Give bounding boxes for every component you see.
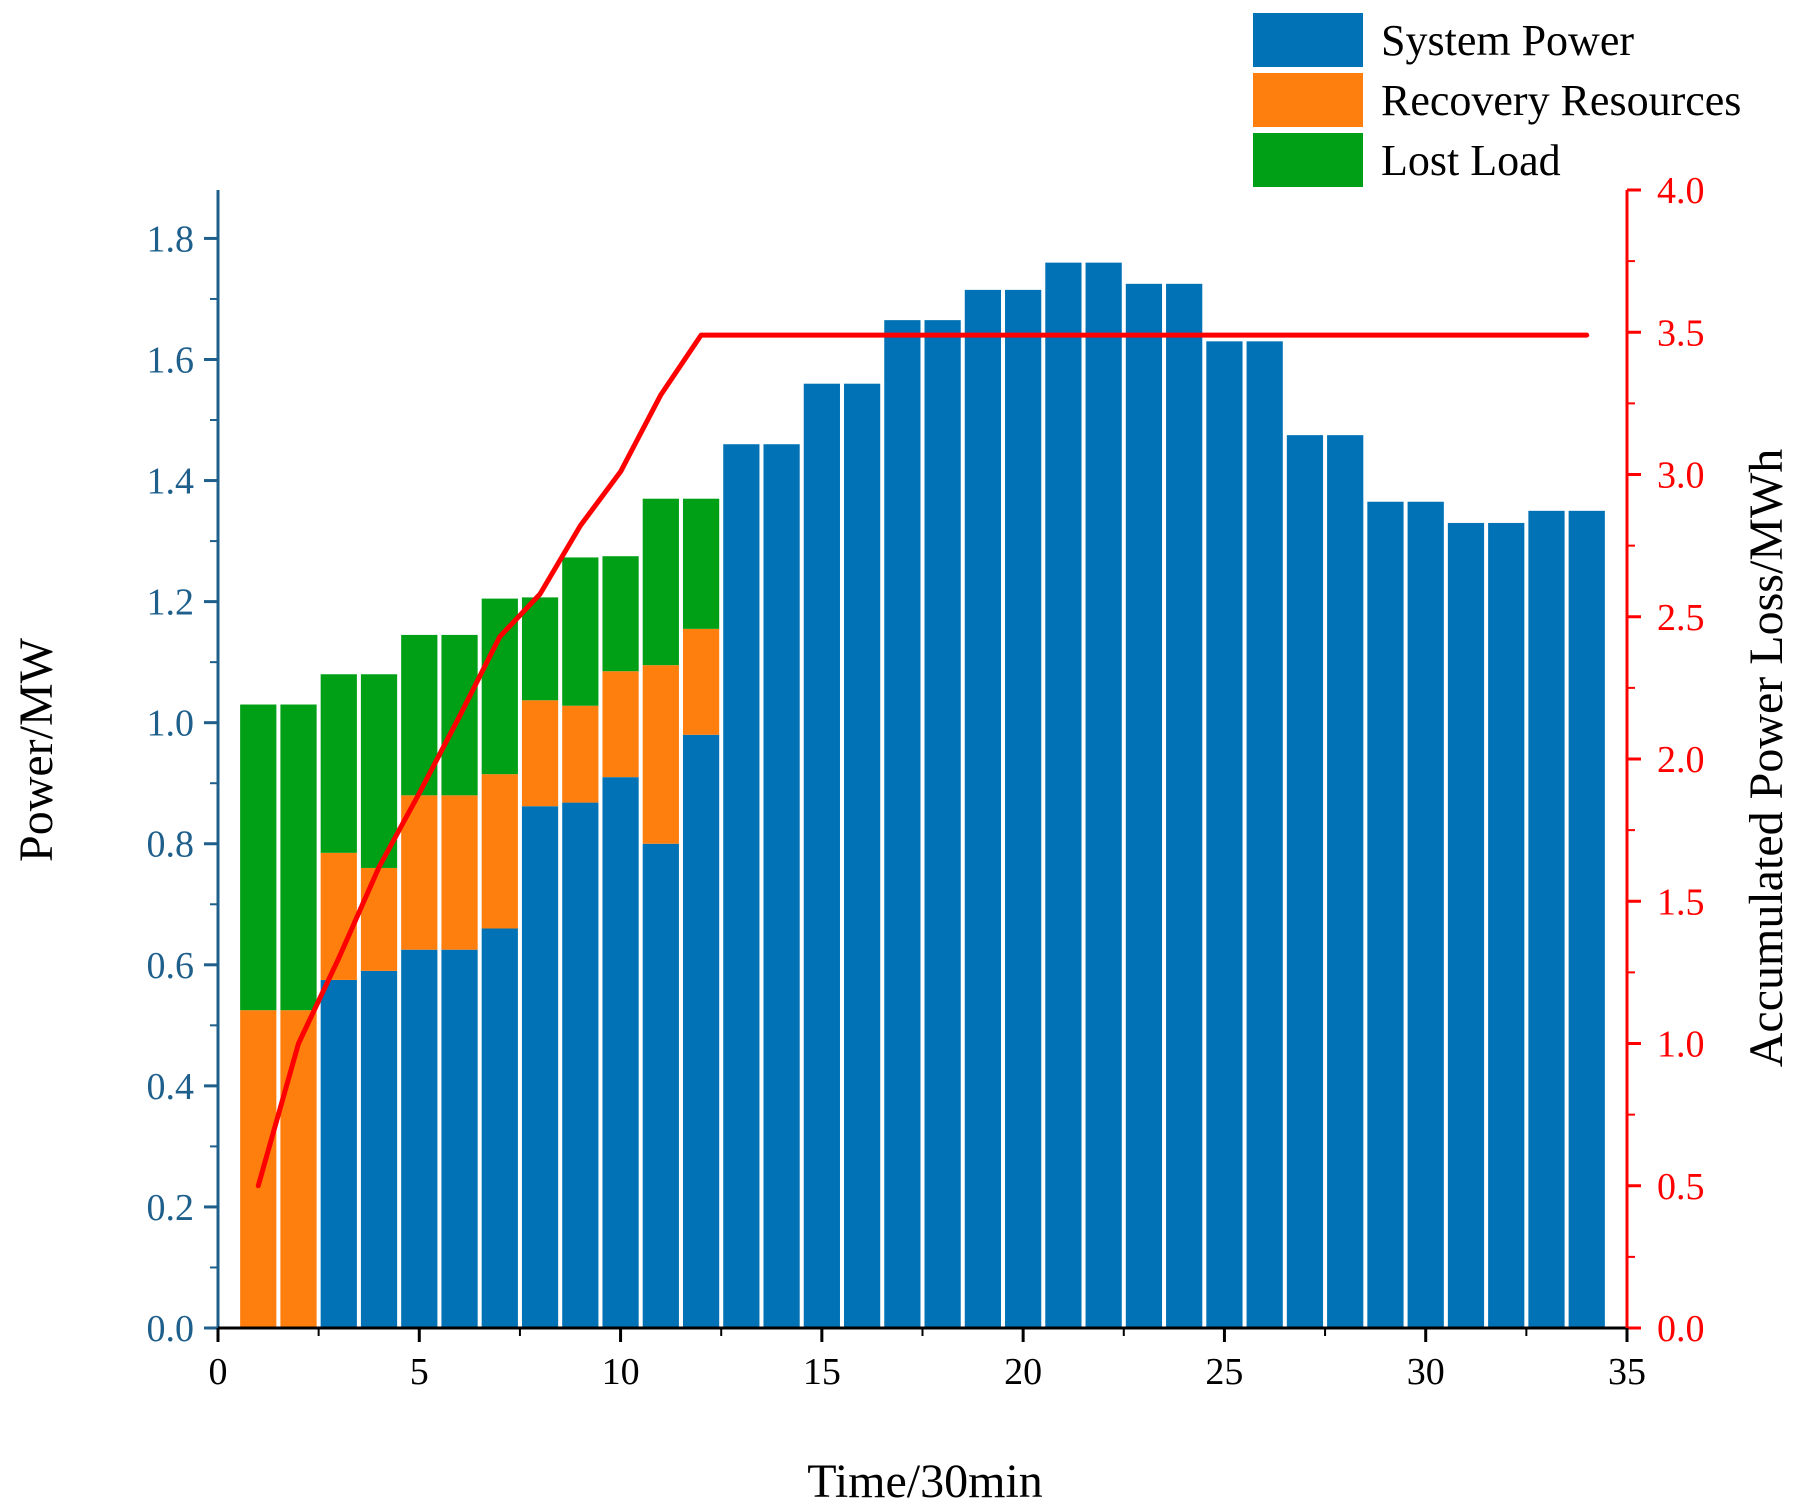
bar-recovery-resources-t2 (280, 1010, 317, 1328)
y2-tick-label: 2.0 (1657, 739, 1705, 781)
bar-lost-load-t1 (240, 704, 277, 1011)
y2-axis-title: Accumulated Power Loss/MWh (1740, 449, 1793, 1068)
bar-system-power-t28 (1327, 435, 1364, 1328)
bar-recovery-resources-t5 (401, 795, 438, 950)
bar-recovery-resources-t6 (441, 795, 478, 950)
bar-system-power-t20 (1005, 289, 1042, 1328)
bar-system-power-t9 (562, 802, 599, 1328)
y2-tick-label: 1.0 (1657, 1024, 1705, 1066)
bar-system-power-t25 (1206, 341, 1243, 1329)
bar-system-power-t18 (924, 320, 961, 1328)
y2-tick-label: 1.5 (1657, 881, 1705, 923)
bar-system-power-t10 (602, 777, 639, 1328)
bar-lost-load-t3 (320, 674, 357, 853)
axes-layer: 0.0 0.2 0.4 0.6 0.8 1.0 1.2 1.4 1.6 1.8 0.0 0.5 1.0 1… (147, 170, 1705, 1393)
bar-lost-load-t8 (521, 597, 559, 701)
bar-system-power-t22 (1085, 262, 1122, 1328)
bar-recovery-resources-t7 (481, 774, 518, 929)
legend-label: Recovery Resources (1381, 76, 1741, 125)
bar-system-power-t23 (1125, 283, 1163, 1328)
y-axis-title: Power/MW (10, 637, 63, 862)
x-tick-label: 20 (1004, 1351, 1042, 1393)
bar-system-power-t11 (642, 843, 679, 1328)
bar-recovery-resources-t11 (642, 665, 679, 844)
y-tick-label: 1.2 (147, 582, 195, 624)
bar-lost-load-t4 (360, 674, 398, 868)
x-tick-label: 30 (1407, 1351, 1445, 1393)
bar-system-power-t26 (1246, 341, 1283, 1329)
y-tick-label: 1.4 (147, 461, 195, 503)
x-tick-label: 15 (803, 1351, 841, 1393)
bar-recovery-resources-t12 (682, 628, 720, 735)
bar-recovery-resources-t4 (360, 867, 398, 971)
y-tick-label: 0.8 (147, 824, 195, 866)
bar-system-power-t13 (723, 444, 760, 1329)
bar-system-power-t31 (1447, 522, 1485, 1328)
y2-tick-label: 0.0 (1657, 1308, 1705, 1350)
x-tick-label: 35 (1608, 1351, 1646, 1393)
bar-system-power-t21 (1045, 262, 1082, 1328)
legend-swatch-lost-load (1253, 133, 1363, 187)
bars-layer (240, 262, 1605, 1329)
bar-recovery-resources-t8 (521, 700, 559, 807)
bar-system-power-t34 (1568, 510, 1605, 1328)
y-tick-label: 1.6 (147, 339, 195, 381)
legend-label: System Power (1381, 16, 1634, 65)
y-tick-label: 1.8 (147, 218, 195, 260)
legend: System Power Recovery Resources Lost Load (1253, 13, 1741, 187)
line-accumulated-power-loss (255, 332, 1590, 1189)
bar-system-power-t24 (1166, 283, 1203, 1328)
bar-recovery-resources-t1 (240, 1010, 277, 1328)
legend-swatch-recovery-resources (1253, 73, 1363, 127)
x-tick-label: 10 (602, 1351, 640, 1393)
bar-system-power-t32 (1488, 522, 1525, 1328)
bar-lost-load-t12 (682, 498, 720, 629)
bar-system-power-t29 (1367, 501, 1404, 1328)
bar-system-power-t17 (884, 320, 921, 1328)
bar-system-power-t6 (441, 949, 478, 1328)
y2-tick-label: 3.5 (1657, 312, 1705, 354)
line-layer (255, 332, 1590, 1189)
bar-lost-load-t7 (481, 598, 518, 775)
bar-recovery-resources-t9 (562, 705, 599, 803)
y2-tick-label: 4.0 (1657, 170, 1705, 212)
bar-system-power-t4 (360, 970, 398, 1328)
bar-system-power-t16 (844, 383, 881, 1328)
bar-lost-load-t10 (602, 556, 639, 672)
bar-system-power-t12 (682, 734, 720, 1328)
bar-system-power-t33 (1528, 510, 1565, 1328)
x-tick-label: 5 (410, 1351, 429, 1393)
bar-lost-load-t9 (562, 557, 599, 706)
y2-tick-label: 2.5 (1657, 597, 1705, 639)
bar-system-power-t7 (481, 928, 518, 1328)
y-tick-label: 0.4 (147, 1066, 195, 1108)
x-tick-label: 25 (1205, 1351, 1243, 1393)
y-tick-label: 1.0 (147, 703, 195, 745)
bar-system-power-t3 (320, 979, 357, 1328)
y2-tick-label: 3.0 (1657, 455, 1705, 497)
bar-system-power-t15 (803, 383, 840, 1328)
bar-system-power-t30 (1407, 501, 1444, 1328)
bar-recovery-resources-t10 (602, 671, 639, 778)
y-tick-label: 0.6 (147, 945, 195, 987)
bar-system-power-t14 (763, 444, 800, 1329)
legend-swatch-system-power (1253, 13, 1363, 67)
bar-system-power-t5 (401, 949, 438, 1328)
y-tick-label: 0.2 (147, 1187, 195, 1229)
x-axis-title: Time/30min (807, 1455, 1043, 1508)
bar-system-power-t19 (964, 289, 1001, 1328)
y2-tick-label: 0.5 (1657, 1166, 1705, 1208)
x-tick-label: 0 (209, 1351, 228, 1393)
bar-system-power-t8 (521, 806, 559, 1328)
legend-label: Lost Load (1381, 136, 1561, 185)
bar-system-power-t27 (1286, 435, 1324, 1328)
bar-lost-load-t2 (280, 704, 317, 1011)
y-tick-label: 0.0 (147, 1308, 195, 1350)
bar-lost-load-t11 (642, 498, 679, 666)
